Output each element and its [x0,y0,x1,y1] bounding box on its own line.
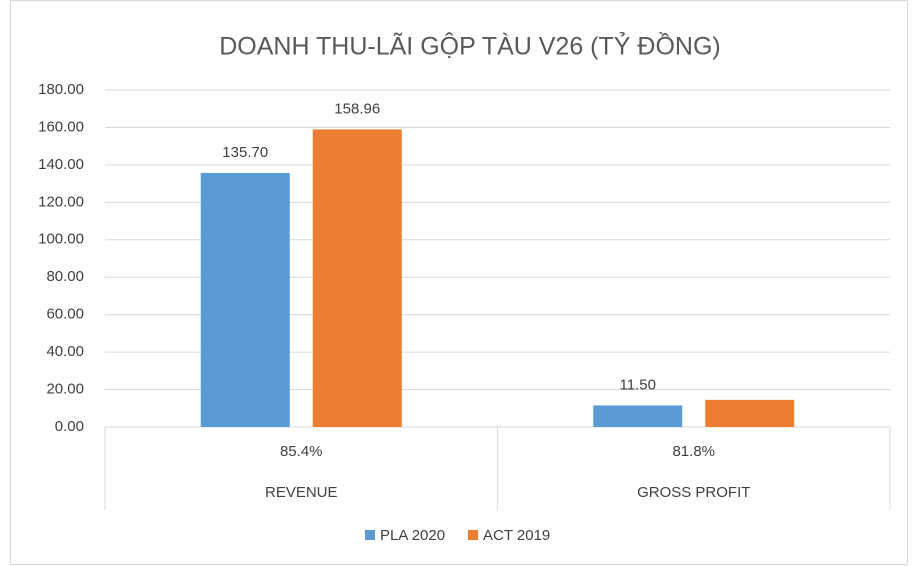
y-tick-label: 180.00 [38,81,84,98]
x-tick-label: GROSS PROFIT [637,484,750,501]
x-tick-label: REVENUE [265,484,338,501]
chart-title: DOANH THU-LÃI GỘP TÀU V26 (TỶ ĐỒNG) [219,31,720,61]
y-tick-label: 60.00 [46,306,84,323]
y-tick-label: 120.00 [38,193,84,210]
y-tick-label: 140.00 [38,156,84,173]
y-tick-label: 160.00 [38,118,84,135]
legend-swatch [365,530,375,540]
legend-label: ACT 2019 [483,527,550,544]
x-subcategory-label: 85.4% [280,443,323,460]
data-label: 11.50 [620,376,656,393]
y-tick-label: 0.00 [55,418,84,435]
bar [312,129,402,428]
y-tick-label: 100.00 [38,231,84,248]
y-tick-label: 20.00 [46,381,84,398]
data-label: 135.70 [222,144,268,161]
bar [200,172,290,427]
bar [705,399,795,427]
legend-swatch [468,530,478,540]
legend-label: PLA 2020 [380,527,445,544]
data-label: 158.96 [334,100,380,117]
y-tick-label: 40.00 [46,343,84,360]
chart-border [10,0,908,565]
y-tick-label: 80.00 [46,268,84,285]
bar [593,405,683,427]
x-subcategory-label: 81.8% [672,443,715,460]
